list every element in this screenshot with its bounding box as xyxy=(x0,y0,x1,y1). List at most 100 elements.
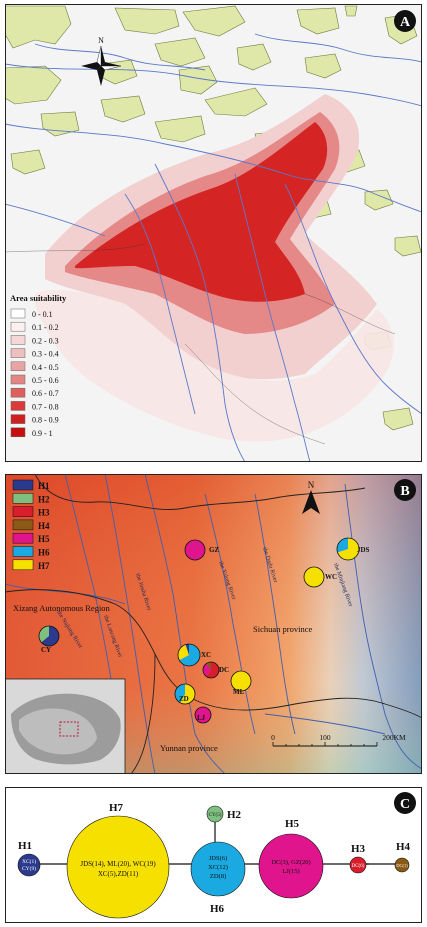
legend-swatch xyxy=(12,546,34,557)
pie-slice xyxy=(337,538,360,560)
pie-slice xyxy=(337,538,348,553)
haplotype-legend: H1 H2 H3 H4 H5 H6 H7 xyxy=(12,479,50,571)
pie-slice xyxy=(303,566,325,588)
pie-slice xyxy=(41,626,59,646)
site-pie-ml xyxy=(230,670,252,692)
suitability-map-panel: A N Area suitability 0 - 0.1 0.1 - 0.2 0.2… xyxy=(5,4,422,462)
pie-slice xyxy=(178,644,189,661)
north-arrow: N xyxy=(302,480,320,514)
node-h1-line1: XC(1) xyxy=(22,858,36,865)
legend-title: Area suitability xyxy=(10,293,67,303)
site-pies xyxy=(38,537,360,724)
legend-label: H1 xyxy=(38,481,50,491)
node-h4: DC(1) H4 xyxy=(394,841,411,873)
legend-swatch xyxy=(12,479,34,491)
legend-swatch xyxy=(12,559,34,571)
pie-slice xyxy=(185,644,189,655)
legend-swatch xyxy=(10,414,26,424)
legend-swatch xyxy=(10,427,26,438)
rivers xyxy=(5,33,422,462)
node-h5-name: H5 xyxy=(285,818,300,830)
site-label-ml: ML xyxy=(233,688,245,696)
site-labels: GZ JDS WC CY XC DC ML ZD LJ xyxy=(41,546,370,722)
pie-outline xyxy=(174,683,196,705)
site-label-cy: CY xyxy=(41,646,51,654)
pie-slice xyxy=(39,626,49,643)
node-h7: JDS(14), ML(20), WC(19) XC(5),ZD(11) H7 xyxy=(66,802,170,919)
panel-a-badge: A xyxy=(394,10,416,32)
pie-slice xyxy=(206,662,211,670)
legend-label: H2 xyxy=(38,494,50,504)
site-pie-gz xyxy=(184,539,206,561)
pie-outline xyxy=(38,625,60,647)
node-h7-line2: XC(5),ZD(11) xyxy=(98,870,139,878)
panel-c-badge: C xyxy=(394,792,416,814)
site-label-dc: DC xyxy=(219,666,229,674)
node-h5-line2: LJ(15) xyxy=(282,868,299,875)
panel-b-rivers xyxy=(5,474,422,774)
site-pie-jds xyxy=(336,537,360,561)
node-h3-name: H3 xyxy=(351,843,366,855)
site-pie-xc xyxy=(177,643,201,667)
pie-slice xyxy=(194,706,212,724)
site-pie-cy xyxy=(38,625,60,647)
region-label-yunnan: Yunnan province xyxy=(160,743,218,753)
legend-label: H7 xyxy=(38,561,50,571)
site-pie-wc xyxy=(303,566,325,588)
legend-label: 0.8 - 0.9 xyxy=(32,416,59,425)
compass-label: N xyxy=(308,480,315,490)
node-h6-name: H6 xyxy=(210,903,225,915)
legend-label: 0.3 - 0.4 xyxy=(32,350,59,359)
legend-label: 0.4 - 0.5 xyxy=(32,363,59,372)
pie-slice xyxy=(230,670,252,692)
legend-label: 0.5 - 0.6 xyxy=(32,376,59,385)
pie-slice xyxy=(175,684,185,703)
node-h3-line1: DC(6) xyxy=(352,864,365,869)
node-h6-line3: ZD(8) xyxy=(210,873,226,880)
node-h3: DC(6) H3 xyxy=(349,843,367,874)
node-h7-line1: JDS(14), ML(20), WC(19) xyxy=(80,860,156,868)
node-h6-line2: XC(12) xyxy=(208,864,228,871)
admin-boundaries xyxy=(5,243,396,445)
site-label-wc: WC xyxy=(325,573,337,581)
scale-label-100: 100 xyxy=(319,733,331,742)
pie-slice xyxy=(179,644,201,666)
legend-label: H3 xyxy=(38,508,50,518)
legend-swatch xyxy=(12,532,34,544)
panel-b-badge: B xyxy=(394,479,416,501)
legend-swatch xyxy=(10,361,26,372)
site-pie-lj xyxy=(194,706,212,724)
legend-label: 0.9 - 1 xyxy=(32,429,53,438)
site-label-gz: GZ xyxy=(209,546,219,554)
node-h1: XC(1) CY(9) H1 xyxy=(17,840,41,877)
site-pie-dc xyxy=(202,661,220,679)
pie-outline xyxy=(336,537,360,561)
node-h2-name: H2 xyxy=(227,809,242,821)
legend-label: 0.6 - 0.7 xyxy=(32,389,59,398)
legend-swatch xyxy=(10,308,26,319)
legend-label: H6 xyxy=(38,548,50,558)
pie-outline xyxy=(202,661,220,679)
node-h6: JDS(6) XC(12) ZD(8) H6 xyxy=(190,841,246,915)
node-h5-line1: DC(3), GZ(20) xyxy=(271,859,310,866)
node-h6-line1: JDS(6) xyxy=(209,855,227,862)
haplotype-network-panel: C XC(1) CY(9) H1 JDS(14), ML(20), WC(19)… xyxy=(5,787,422,923)
badge-label: B xyxy=(400,484,409,499)
node-h1-name: H1 xyxy=(18,840,32,852)
legend-swatch xyxy=(12,506,34,517)
suitability-legend: Area suitability 0 - 0.1 0.1 - 0.2 0.2 - 0… xyxy=(10,293,67,438)
site-label-xc: XC xyxy=(201,651,211,659)
pie-outline xyxy=(177,643,201,667)
node-h1-line2: CY(9) xyxy=(22,865,36,872)
node-h7-name: H7 xyxy=(109,802,124,814)
site-label-jds: JDS xyxy=(357,546,370,554)
site-pie-zd xyxy=(174,683,196,705)
node-h4-line1: DC(1) xyxy=(396,863,408,868)
legend-label: H4 xyxy=(38,521,50,531)
site-label-zd: ZD xyxy=(179,695,189,703)
haplotype-distribution-map-panel: Xizang Autonomous Region Sichuan provinc… xyxy=(5,474,422,774)
node-h4-name: H4 xyxy=(396,841,411,853)
panel-frame xyxy=(5,4,422,462)
pie-slice xyxy=(184,539,206,561)
legend-label: 0.2 - 0.3 xyxy=(32,336,59,345)
